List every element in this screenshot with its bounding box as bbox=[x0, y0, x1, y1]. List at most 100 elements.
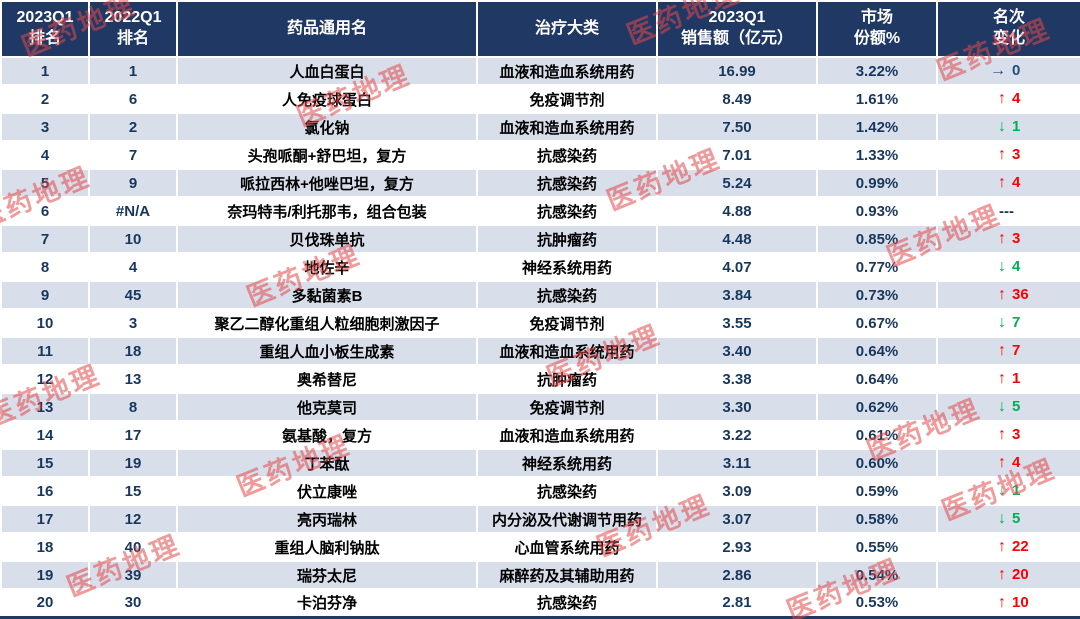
rank-2023-cell: 3 bbox=[0, 112, 90, 142]
drug-name-cell: 贝伐珠单抗 bbox=[176, 224, 478, 254]
sales-cell: 5.24 bbox=[656, 168, 818, 198]
rank-2022-cell: 9 bbox=[88, 168, 178, 198]
category-cell: 免疫调节剂 bbox=[476, 84, 658, 114]
rank-2022-cell: 15 bbox=[88, 476, 178, 506]
rank-2023-cell: 14 bbox=[0, 420, 90, 450]
rank-2023-cell: 17 bbox=[0, 504, 90, 534]
rank-change-cell: ↑ 4 bbox=[936, 448, 1080, 478]
sales-cell: 16.99 bbox=[656, 56, 818, 86]
table-row: 1 1 人血白蛋白 血液和造血系统用药 16.99 3.22% → 0 bbox=[0, 56, 1080, 86]
rank-2023-cell: 11 bbox=[0, 336, 90, 366]
drug-name-cell: 丁苯酞 bbox=[176, 448, 478, 478]
share-cell: 0.73% bbox=[816, 280, 938, 310]
rank-2022-cell: 45 bbox=[88, 280, 178, 310]
rank-2022-cell: 3 bbox=[88, 308, 178, 338]
rank-change-cell: ↓ 1 bbox=[936, 476, 1080, 506]
rank-2022-cell: 39 bbox=[88, 560, 178, 590]
rank-change-cell: ↓ 5 bbox=[936, 504, 1080, 534]
rank-change-value: 7 bbox=[1012, 342, 1021, 359]
sales-cell: 7.01 bbox=[656, 140, 818, 170]
category-cell: 抗感染药 bbox=[476, 588, 658, 618]
table-row: 20 30 卡泊芬净 抗感染药 2.81 0.53% ↑ 10 bbox=[0, 588, 1080, 618]
drug-name-cell: 他克莫司 bbox=[176, 392, 478, 422]
table-row: 14 17 氨基酸，复方 血液和造血系统用药 3.22 0.61% ↑ 3 bbox=[0, 420, 1080, 450]
rank-2023-cell: 7 bbox=[0, 224, 90, 254]
rank-change-cell: ↑ 20 bbox=[936, 560, 1080, 590]
drug-name-cell: 多黏菌素B bbox=[176, 280, 478, 310]
rank-2023-cell: 8 bbox=[0, 252, 90, 282]
table-row: 6 #N/A 奈玛特韦/利托那韦，组合包装 抗感染药 4.88 0.93% --- bbox=[0, 196, 1080, 226]
sales-cell: 3.40 bbox=[656, 336, 818, 366]
share-cell: 0.60% bbox=[816, 448, 938, 478]
rank-2022-cell: 1 bbox=[88, 56, 178, 86]
share-cell: 0.53% bbox=[816, 588, 938, 618]
drug-name-cell: 瑞芬太尼 bbox=[176, 560, 478, 590]
rank-2022-cell: 4 bbox=[88, 252, 178, 282]
rank-change-value: 3 bbox=[1012, 426, 1021, 443]
same-arrow-icon: → bbox=[990, 62, 1006, 79]
rank-2023-cell: 5 bbox=[0, 168, 90, 198]
drug-name-cell: 哌拉西林+他唑巴坦，复方 bbox=[176, 168, 478, 198]
table-row: 2 6 人免疫球蛋白 免疫调节剂 8.49 1.61% ↑ 4 bbox=[0, 84, 1080, 114]
up-arrow-icon: ↑ bbox=[998, 90, 1006, 107]
rank-change-value: 1 bbox=[1012, 370, 1021, 387]
rank-2023-cell: 2 bbox=[0, 84, 90, 114]
rank-2023-cell: 9 bbox=[0, 280, 90, 310]
rank-change-cell: ↑ 10 bbox=[936, 588, 1080, 618]
rank-change-cell: ↑ 36 bbox=[936, 280, 1080, 310]
rank-change-value: 36 bbox=[1012, 286, 1029, 303]
table-row: 19 39 瑞芬太尼 麻醉药及其辅助用药 2.86 0.54% ↑ 20 bbox=[0, 560, 1080, 590]
down-arrow-icon: ↓ bbox=[998, 482, 1006, 499]
table-row: 11 18 重组人血小板生成素 血液和造血系统用药 3.40 0.64% ↑ 7 bbox=[0, 336, 1080, 366]
header-rank-2023: 2023Q1 排名 bbox=[0, 0, 90, 58]
rank-change-cell: ↓ 1 bbox=[936, 112, 1080, 142]
share-cell: 0.62% bbox=[816, 392, 938, 422]
up-arrow-icon: ↑ bbox=[998, 538, 1006, 555]
rank-change-cell: ↑ 7 bbox=[936, 336, 1080, 366]
category-cell: 血液和造血系统用药 bbox=[476, 336, 658, 366]
header-drug-name: 药品通用名 bbox=[176, 0, 478, 58]
up-arrow-icon: ↑ bbox=[998, 230, 1006, 247]
drug-name-cell: 重组人血小板生成素 bbox=[176, 336, 478, 366]
rank-change-value: 4 bbox=[1012, 174, 1021, 191]
share-cell: 0.67% bbox=[816, 308, 938, 338]
sales-cell: 4.48 bbox=[656, 224, 818, 254]
up-arrow-icon: ↑ bbox=[998, 454, 1006, 471]
rank-2023-cell: 6 bbox=[0, 196, 90, 226]
drug-name-cell: 人血白蛋白 bbox=[176, 56, 478, 86]
rank-change-cell: ↑ 1 bbox=[936, 364, 1080, 394]
table-row: 16 15 伏立康唑 抗感染药 3.09 0.59% ↓ 1 bbox=[0, 476, 1080, 506]
table-row: 5 9 哌拉西林+他唑巴坦，复方 抗感染药 5.24 0.99% ↑ 4 bbox=[0, 168, 1080, 198]
share-cell: 0.58% bbox=[816, 504, 938, 534]
rank-2023-cell: 1 bbox=[0, 56, 90, 86]
down-arrow-icon: ↓ bbox=[998, 398, 1006, 415]
rank-2022-cell: 30 bbox=[88, 588, 178, 618]
rank-2022-cell: 19 bbox=[88, 448, 178, 478]
rank-2023-cell: 20 bbox=[0, 588, 90, 618]
drug-name-cell: 人免疫球蛋白 bbox=[176, 84, 478, 114]
header-category: 治疗大类 bbox=[476, 0, 658, 58]
share-cell: 3.22% bbox=[816, 56, 938, 86]
drug-name-cell: 卡泊芬净 bbox=[176, 588, 478, 618]
category-cell: 麻醉药及其辅助用药 bbox=[476, 560, 658, 590]
rank-2022-cell: 17 bbox=[88, 420, 178, 450]
sales-cell: 3.55 bbox=[656, 308, 818, 338]
rank-change-cell: ↓ 5 bbox=[936, 392, 1080, 422]
rank-change-value: 22 bbox=[1012, 538, 1029, 555]
table-row: 8 4 地佐辛 神经系统用药 4.07 0.77% ↓ 4 bbox=[0, 252, 1080, 282]
rank-2023-cell: 10 bbox=[0, 308, 90, 338]
share-cell: 0.64% bbox=[816, 336, 938, 366]
rank-change-value: 1 bbox=[1012, 482, 1021, 499]
up-arrow-icon: ↑ bbox=[998, 342, 1006, 359]
header-rank-2022: 2022Q1 排名 bbox=[88, 0, 178, 58]
rank-change-value: 1 bbox=[1012, 118, 1021, 135]
table-row: 12 13 奥希替尼 抗肿瘤药 3.38 0.64% ↑ 1 bbox=[0, 364, 1080, 394]
rank-2023-cell: 13 bbox=[0, 392, 90, 422]
rank-change-cell: ↑ 4 bbox=[936, 168, 1080, 198]
sales-cell: 4.07 bbox=[656, 252, 818, 282]
rank-change-cell: --- bbox=[936, 196, 1080, 226]
category-cell: 神经系统用药 bbox=[476, 252, 658, 282]
rank-change-value: 0 bbox=[1012, 62, 1021, 79]
up-arrow-icon: ↑ bbox=[998, 566, 1006, 583]
